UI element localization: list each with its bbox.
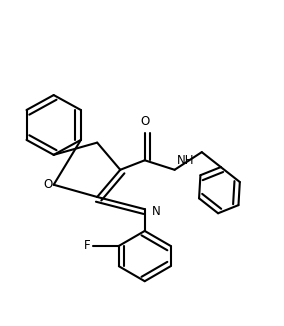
Text: O: O (140, 115, 149, 128)
Text: N: N (151, 205, 160, 218)
Text: O: O (43, 178, 52, 191)
Text: F: F (84, 239, 90, 252)
Text: NH: NH (177, 154, 195, 167)
